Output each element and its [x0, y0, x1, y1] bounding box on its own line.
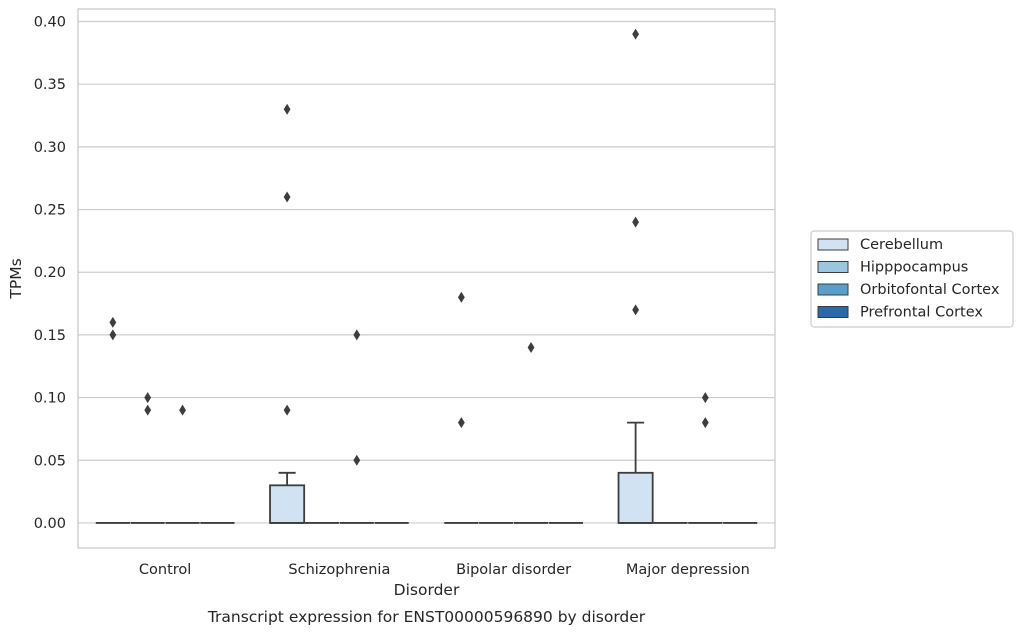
- box-group: [513, 341, 549, 524]
- chart-caption: Transcript expression for ENST0000059689…: [207, 608, 646, 626]
- x-tick-label: Schizophrenia: [288, 562, 390, 578]
- y-tick-label: 0.30: [34, 140, 66, 156]
- box-group: [130, 392, 165, 524]
- outlier-point: [632, 28, 639, 40]
- box-group: [688, 392, 723, 524]
- outlier-point: [701, 392, 709, 404]
- legend-swatch: [817, 261, 849, 273]
- box-group: [339, 329, 374, 524]
- y-tick-label: 0.15: [34, 328, 66, 344]
- outlier-point: [179, 404, 186, 416]
- y-tick-label: 0.05: [34, 453, 66, 469]
- outlier-point: [283, 191, 291, 203]
- plot-frame: [77, 8, 776, 549]
- legend: Cerebellum Hipppocampus Orbitofontal Corte…: [810, 230, 1014, 328]
- x-axis-label: Disorder: [394, 581, 460, 599]
- box: [617, 471, 654, 524]
- outlier-point: [701, 417, 709, 429]
- legend-swatch: [817, 306, 849, 318]
- outlier-point: [457, 417, 465, 429]
- y-axis-ticks: 0.00 0.05 0.10 0.15 0.20 0.25 0.30 0.35 0.40: [34, 15, 66, 532]
- y-tick-label: 0.40: [34, 15, 66, 31]
- legend-label: Hipppocampus: [860, 260, 968, 276]
- y-tick-label: 0.20: [34, 265, 66, 281]
- outlier-point: [109, 316, 117, 328]
- outlier-point: [283, 103, 291, 115]
- outlier-point: [353, 454, 361, 466]
- outlier-point: [283, 404, 291, 416]
- box-group: [444, 291, 479, 524]
- x-tick-label: Bipolar disorder: [456, 562, 571, 578]
- legend-label: Orbitofontal Cortex: [860, 282, 1000, 298]
- x-tick-label: Major depression: [626, 562, 750, 578]
- box-marks: [95, 28, 758, 524]
- legend-swatch: [817, 238, 849, 251]
- box-group: [269, 103, 306, 524]
- x-tick-label: Control: [139, 562, 191, 578]
- legend-swatch: [817, 283, 849, 296]
- y-axis-label: TPMs: [7, 258, 25, 299]
- y-tick-label: 0.10: [34, 391, 66, 407]
- outlier-point: [144, 392, 152, 404]
- y-tick-label: 0.00: [34, 516, 66, 532]
- box-group: [165, 404, 200, 524]
- legend-frame: [810, 230, 1014, 328]
- outlier-point: [144, 404, 152, 416]
- y-tick-label: 0.25: [34, 203, 66, 219]
- legend-label: Prefrontal Cortex: [860, 305, 983, 321]
- legend-label: Cerebellum: [860, 237, 943, 253]
- grid-lines: [78, 20, 775, 524]
- y-tick-label: 0.35: [34, 77, 66, 93]
- box-group: [617, 28, 654, 524]
- box: [269, 484, 306, 524]
- outlier-point: [527, 341, 535, 353]
- outlier-point: [353, 329, 361, 341]
- box-group: [95, 316, 130, 524]
- x-axis-ticks: Control Schizophrenia Bipolar disorder Majo…: [139, 562, 750, 578]
- outlier-point: [457, 291, 465, 303]
- outlier-point: [109, 329, 117, 341]
- outlier-point: [632, 304, 639, 316]
- outlier-point: [632, 216, 639, 228]
